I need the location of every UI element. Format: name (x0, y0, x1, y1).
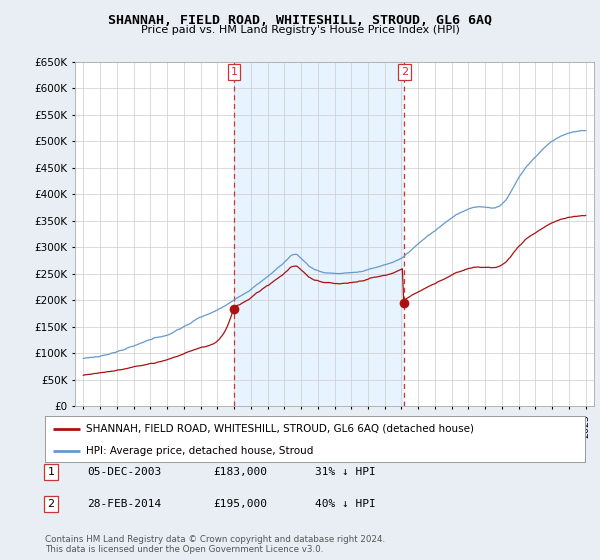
Text: 1: 1 (47, 467, 55, 477)
Text: SHANNAH, FIELD ROAD, WHITESHILL, STROUD, GL6 6AQ (detached house): SHANNAH, FIELD ROAD, WHITESHILL, STROUD,… (86, 424, 473, 434)
Text: 28-FEB-2014: 28-FEB-2014 (87, 499, 161, 509)
Text: £183,000: £183,000 (213, 467, 267, 477)
Text: 2: 2 (47, 499, 55, 509)
Text: 1: 1 (230, 67, 238, 77)
Text: 2: 2 (401, 67, 408, 77)
Text: 40% ↓ HPI: 40% ↓ HPI (315, 499, 376, 509)
Text: SHANNAH, FIELD ROAD, WHITESHILL, STROUD, GL6 6AQ: SHANNAH, FIELD ROAD, WHITESHILL, STROUD,… (108, 14, 492, 27)
Text: 05-DEC-2003: 05-DEC-2003 (87, 467, 161, 477)
Bar (234, 62, 404, 406)
Text: HPI: Average price, detached house, Stroud: HPI: Average price, detached house, Stro… (86, 446, 313, 455)
Text: Price paid vs. HM Land Registry's House Price Index (HPI): Price paid vs. HM Land Registry's House … (140, 25, 460, 35)
Text: £195,000: £195,000 (213, 499, 267, 509)
Text: 31% ↓ HPI: 31% ↓ HPI (315, 467, 376, 477)
Text: Contains HM Land Registry data © Crown copyright and database right 2024.
This d: Contains HM Land Registry data © Crown c… (45, 535, 385, 554)
